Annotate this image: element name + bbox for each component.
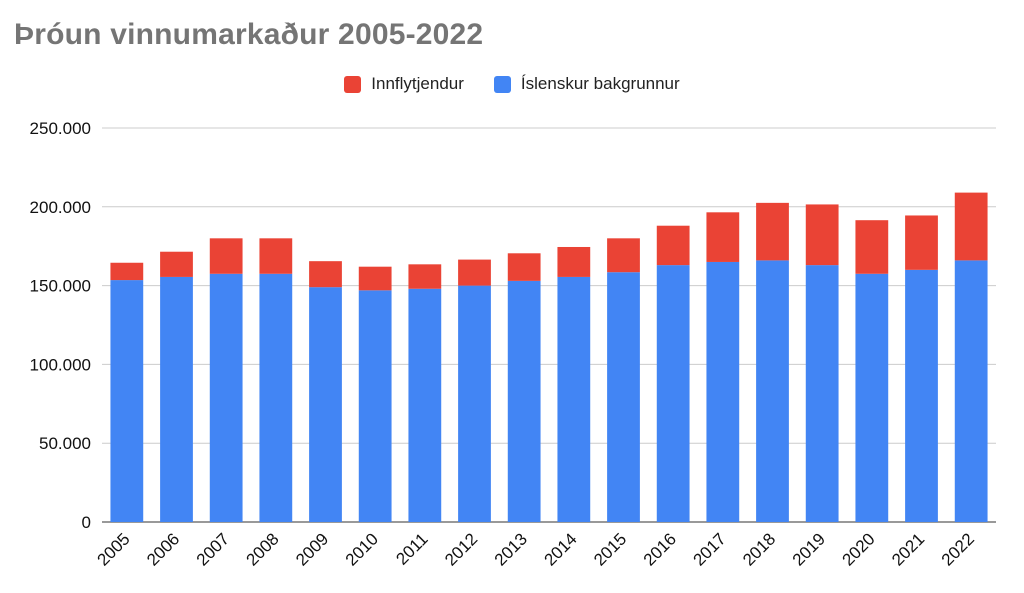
bar-innflytjendur-2013 xyxy=(507,253,541,281)
bar-islenskur-2009 xyxy=(309,287,342,522)
y-tick-label: 150.000 xyxy=(30,277,91,296)
legend-item-islenskur[interactable]: Íslenskur bakgrunnur xyxy=(493,74,680,94)
x-tick-label: 2017 xyxy=(689,529,729,569)
legend-label-innflytjendur: Innflytjendur xyxy=(371,74,464,93)
legend-swatch-innflytjendur xyxy=(344,75,362,93)
bar-islenskur-2010 xyxy=(358,290,392,522)
bar-innflytjendur-2010 xyxy=(358,266,392,291)
bar-islenskur-2019 xyxy=(805,265,839,522)
x-tick-label: 2020 xyxy=(838,529,878,569)
bar-islenskur-2021 xyxy=(905,269,938,522)
bar-innflytjendur-2022 xyxy=(954,192,988,261)
bar-islenskur-2005 xyxy=(110,280,144,522)
bar-islenskur-2016 xyxy=(656,265,690,522)
bar-islenskur-2011 xyxy=(408,288,442,522)
bar-innflytjendur-2006 xyxy=(160,251,193,277)
bar-innflytjendur-2009 xyxy=(309,261,342,288)
x-tick-label: 2014 xyxy=(540,529,580,569)
bar-islenskur-2006 xyxy=(160,276,193,522)
legend-label-islenskur: Íslenskur bakgrunnur xyxy=(520,74,680,93)
bar-innflytjendur-2011 xyxy=(408,264,442,289)
bar-innflytjendur-2014 xyxy=(557,246,591,277)
x-tick-label: 2018 xyxy=(739,529,779,569)
x-tick-label: 2016 xyxy=(640,529,680,569)
y-tick-label: 0 xyxy=(82,513,91,532)
bar-innflytjendur-2012 xyxy=(458,259,491,286)
y-tick-label: 200.000 xyxy=(30,198,91,217)
y-tick-label: 250.000 xyxy=(30,119,91,138)
bar-islenskur-2012 xyxy=(458,285,491,522)
y-tick-label: 100.000 xyxy=(30,355,91,374)
x-tick-label: 2012 xyxy=(441,529,481,569)
bar-islenskur-2020 xyxy=(855,273,889,522)
bar-islenskur-2014 xyxy=(557,276,591,522)
bar-innflytjendur-2020 xyxy=(855,220,889,274)
bar-innflytjendur-2015 xyxy=(607,238,640,273)
x-tick-label: 2021 xyxy=(888,529,928,569)
x-tick-label: 2005 xyxy=(93,529,133,569)
bar-innflytjendur-2019 xyxy=(805,204,839,266)
chart-title: Þróun vinnumarkaður 2005-2022 xyxy=(14,18,484,51)
bar-innflytjendur-2016 xyxy=(656,225,690,266)
x-tick-label: 2006 xyxy=(143,529,183,569)
bar-islenskur-2007 xyxy=(209,273,243,522)
x-tick-label: 2011 xyxy=(392,529,431,568)
x-tick-label: 2019 xyxy=(789,529,829,569)
y-tick-label: 50.000 xyxy=(39,434,91,453)
legend-item-innflytjendur[interactable]: Innflytjendur xyxy=(344,74,464,94)
bar-islenskur-2018 xyxy=(756,260,789,522)
x-tick-label: 2009 xyxy=(292,529,332,569)
legend: Innflytjendur Íslenskur bakgrunnur xyxy=(0,74,1024,94)
bar-innflytjendur-2021 xyxy=(905,215,938,270)
bar-islenskur-2008 xyxy=(259,273,293,522)
x-tick-label: 2015 xyxy=(590,529,630,569)
bar-innflytjendur-2008 xyxy=(259,238,293,274)
bar-innflytjendur-2017 xyxy=(706,212,740,262)
x-tick-label: 2007 xyxy=(193,529,233,569)
bar-islenskur-2015 xyxy=(607,272,640,522)
x-tick-label: 2010 xyxy=(342,529,382,569)
x-tick-label: 2022 xyxy=(938,529,978,569)
bar-islenskur-2022 xyxy=(954,260,988,522)
bar-islenskur-2017 xyxy=(706,261,740,522)
bar-islenskur-2013 xyxy=(507,280,541,522)
legend-swatch-islenskur xyxy=(493,75,511,93)
bar-innflytjendur-2005 xyxy=(110,262,144,281)
bar-innflytjendur-2007 xyxy=(209,238,243,274)
bar-innflytjendur-2018 xyxy=(756,202,789,261)
x-tick-label: 2008 xyxy=(242,529,282,569)
x-tick-label: 2013 xyxy=(491,529,531,569)
